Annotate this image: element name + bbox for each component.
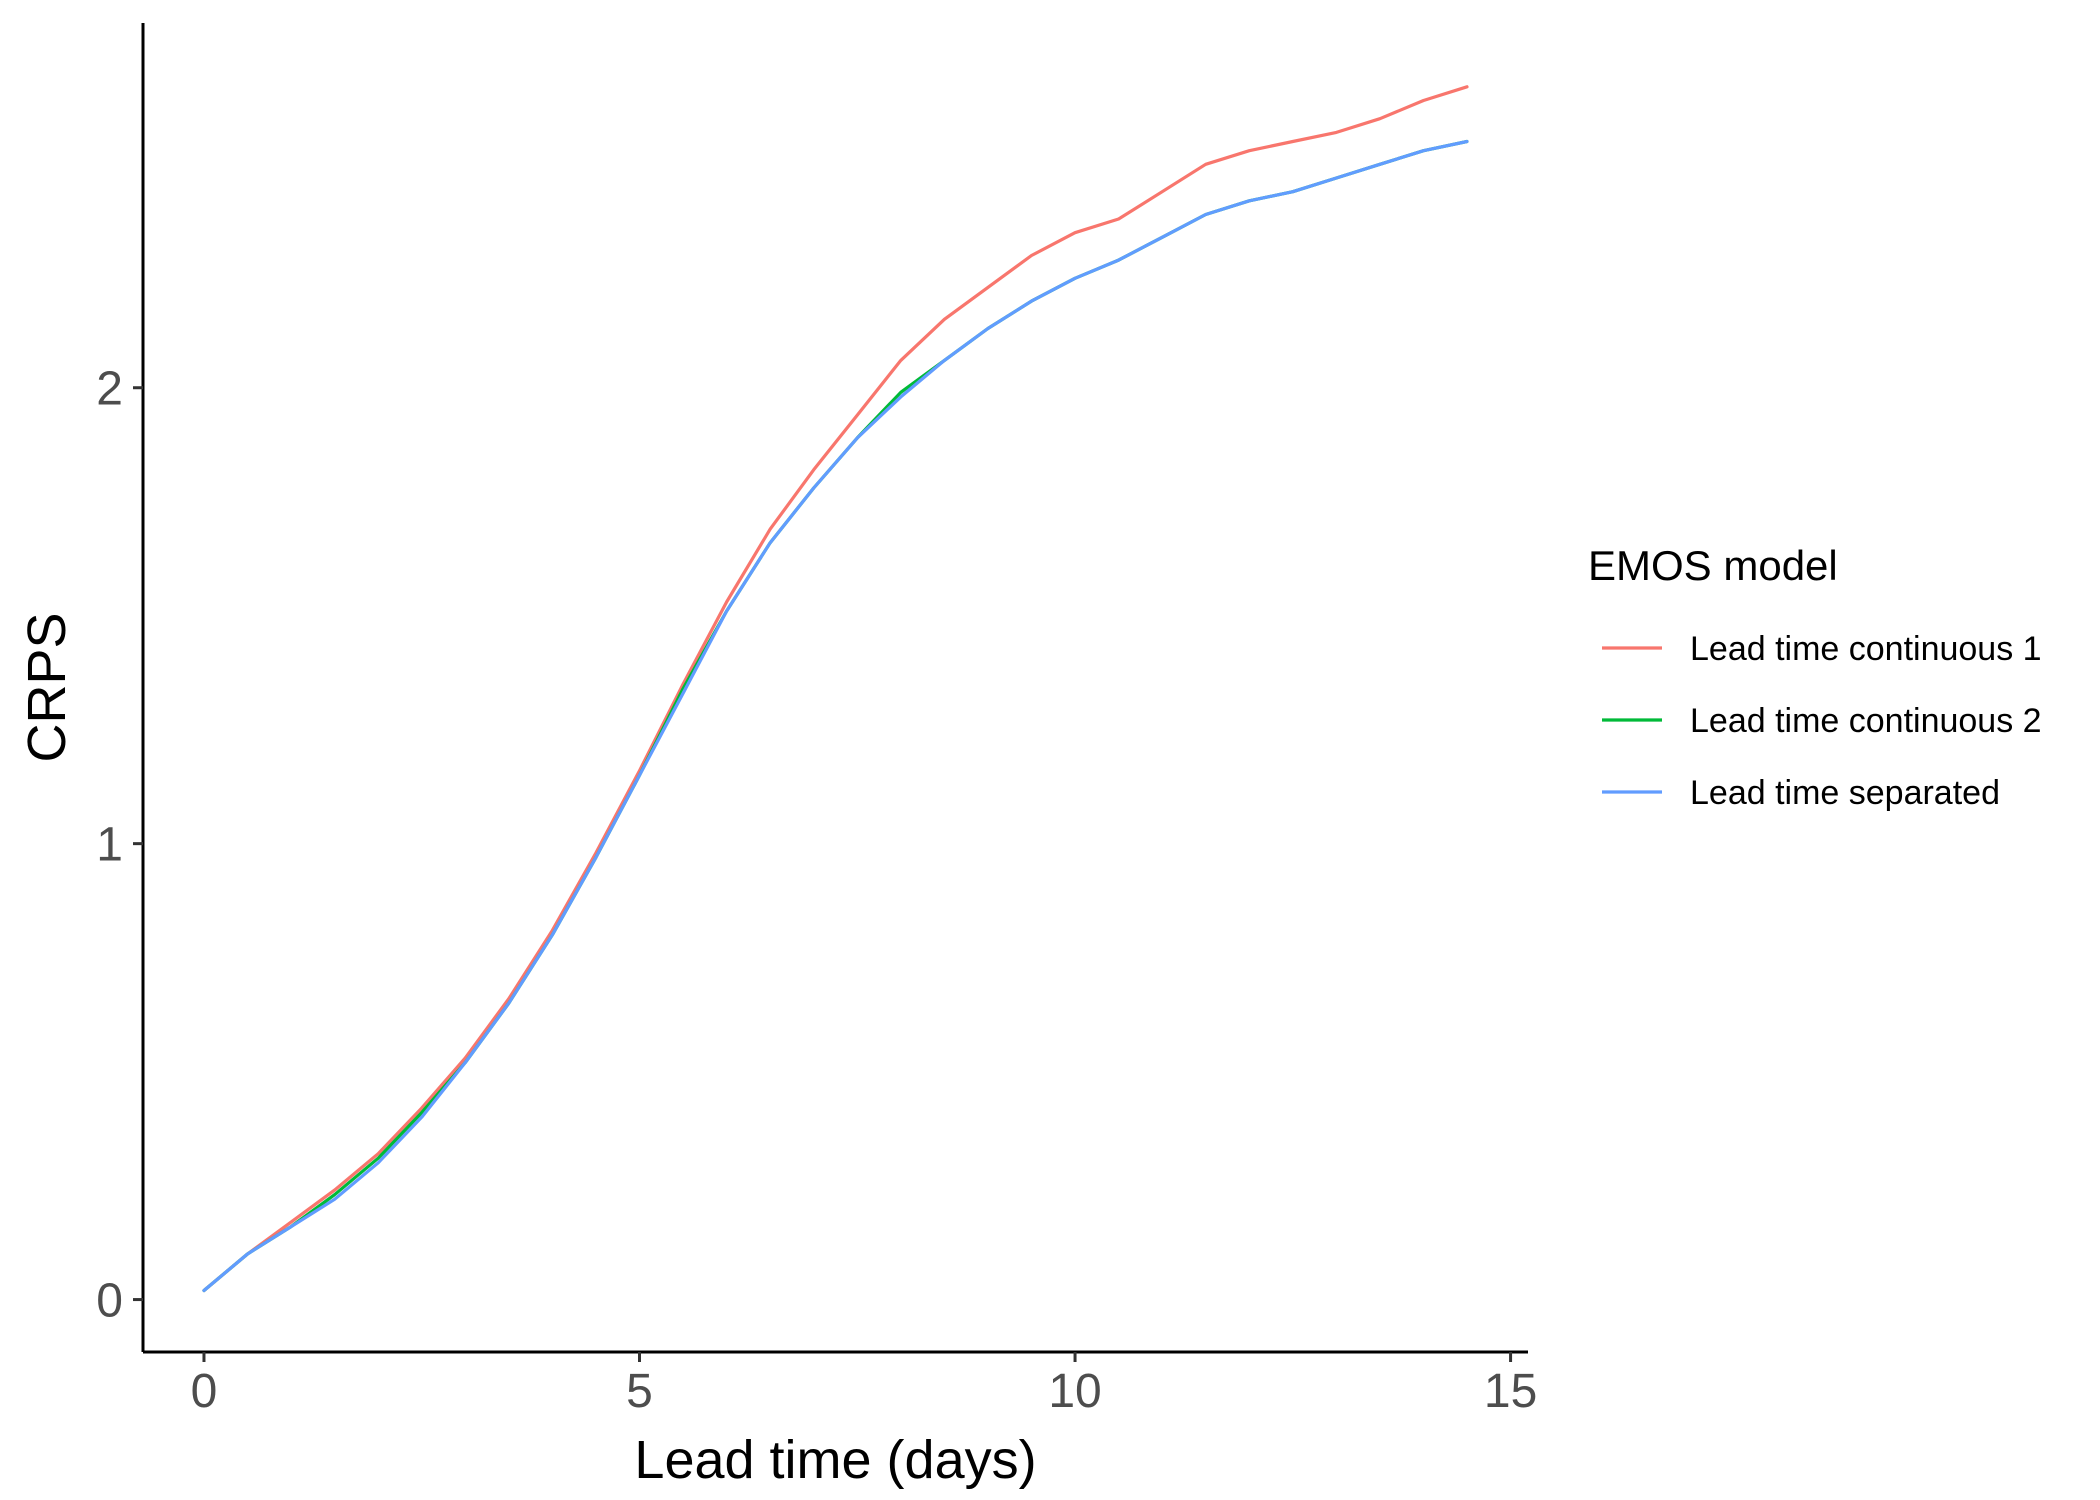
legend-label-3: Lead time separated [1690, 774, 2000, 812]
series-line-3 [202, 139, 1469, 1293]
legend-title: EMOS model [1588, 542, 1838, 589]
x-tick-label: 0 [191, 1365, 218, 1418]
series-layer [202, 85, 1469, 1293]
x-axis-title: Lead time (days) [634, 1430, 1036, 1490]
y-tick-label: 0 [96, 1275, 123, 1328]
legend-label-2: Lead time continuous 2 [1690, 702, 2042, 740]
plot-area: 0 5 10 15 0 1 2 [96, 23, 1537, 1418]
x-tick-label: 15 [1484, 1365, 1537, 1418]
series-line-2 [202, 139, 1469, 1293]
y-tick-label: 2 [96, 363, 123, 416]
series-line-1 [202, 85, 1469, 1293]
x-ticks: 0 5 10 15 [191, 1352, 1537, 1418]
x-tick-label: 5 [626, 1365, 653, 1418]
legend-items: Lead time continuous 1 Lead time continuo… [1602, 630, 2042, 812]
y-axis-title: CRPS [17, 612, 77, 762]
x-tick-label: 10 [1048, 1365, 1101, 1418]
y-tick-label: 1 [96, 819, 123, 872]
legend-label-1: Lead time continuous 1 [1690, 630, 2042, 668]
y-ticks: 0 1 2 [96, 363, 143, 1328]
